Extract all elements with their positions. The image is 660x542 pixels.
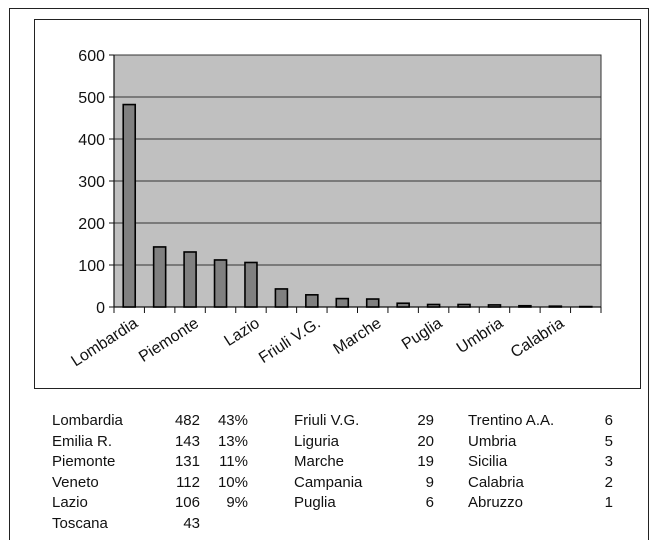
region-count: 112 [152, 473, 200, 494]
bar-chart: 0 100 200 300 400 500 600 LombardiaPiemonte Lazi… [0, 0, 660, 400]
y-tick-label: 200 [78, 216, 105, 233]
region-name: Lazio [52, 493, 88, 514]
x-tick-label: Calabria [508, 315, 567, 362]
region-count: 9 [426, 473, 434, 494]
y-tick-label: 600 [78, 48, 105, 65]
region-name: Abruzzo [468, 493, 523, 514]
x-tick-label: Umbria [454, 315, 507, 357]
y-tick-label: 500 [78, 90, 105, 107]
x-tick-label: Marche [331, 315, 385, 358]
region-count: 20 [417, 432, 434, 453]
region-name: Umbria [468, 432, 516, 453]
bar [367, 299, 379, 307]
y-tick-label: 300 [78, 174, 105, 191]
table-column-2: Friuli V.G.29Liguria20Marche19Campania9P… [294, 411, 434, 514]
region-count: 143 [152, 432, 200, 453]
region-name: Emilia R. [52, 432, 112, 453]
region-percent: 10% [204, 473, 248, 494]
region-count: 43 [152, 514, 200, 535]
region-count: 131 [152, 452, 200, 473]
bar [154, 247, 166, 307]
region-name: Puglia [294, 493, 336, 514]
table-row: Sicilia 3 [468, 452, 613, 473]
x-tick-label: Piemonte [136, 315, 202, 366]
table-row: Marche 19 [294, 452, 434, 473]
table-row: Piemonte 13111% [52, 452, 252, 473]
bar [123, 105, 135, 307]
x-tick-label: Lombardia [68, 315, 141, 370]
table-row: Abruzzo 1 [468, 493, 613, 514]
x-tick-label: Lazio [221, 315, 262, 350]
table-row: Lazio 1069% [52, 493, 252, 514]
region-count: 6 [426, 493, 434, 514]
table-row: Emilia R. 14313% [52, 432, 252, 453]
region-count: 2 [605, 473, 613, 494]
region-name: Friuli V.G. [294, 411, 359, 432]
region-percent: 43% [204, 411, 248, 432]
region-count: 106 [152, 493, 200, 514]
table-row: Calabria 2 [468, 473, 613, 494]
table-row: Toscana 43 [52, 514, 252, 535]
bar [245, 262, 257, 307]
bar [488, 305, 500, 307]
bar [184, 252, 196, 307]
region-name: Liguria [294, 432, 339, 453]
region-count: 5 [605, 432, 613, 453]
region-name: Marche [294, 452, 344, 473]
bar [519, 306, 531, 307]
table-row: Campania 9 [294, 473, 434, 494]
region-percent: 13% [204, 432, 248, 453]
region-count: 3 [605, 452, 613, 473]
region-name: Calabria [468, 473, 524, 494]
table-column-3: Trentino A.A.6Umbria5Sicilia3Calabria2Ab… [468, 411, 613, 514]
bar [275, 289, 287, 307]
region-count: 19 [417, 452, 434, 473]
bar [549, 306, 561, 307]
bar [458, 304, 470, 307]
region-name: Toscana [52, 514, 108, 535]
region-name: Veneto [52, 473, 99, 494]
y-tick-label: 0 [96, 300, 105, 317]
x-tick-label: Friuli V.G. [256, 315, 324, 367]
x-tick-label: Puglia [399, 315, 446, 354]
region-count: 6 [605, 411, 613, 432]
region-count: 29 [417, 411, 434, 432]
table-row: Liguria 20 [294, 432, 434, 453]
bar [336, 299, 348, 307]
bar [306, 295, 318, 307]
table-row: Lombardia 48243% [52, 411, 252, 432]
table-column-1: Lombardia 48243% Emilia R. 14313% Piemonte 13… [52, 411, 252, 534]
region-count: 482 [152, 411, 200, 432]
region-percent: 9% [204, 493, 248, 514]
bar [397, 303, 409, 307]
y-tick-label: 100 [78, 258, 105, 275]
bar [428, 304, 440, 307]
table-row: Puglia 6 [294, 493, 434, 514]
region-name: Campania [294, 473, 362, 494]
region-name: Sicilia [468, 452, 507, 473]
table-row: Trentino A.A. 6 [468, 411, 613, 432]
table-row: Veneto 11210% [52, 473, 252, 494]
bar [215, 260, 227, 307]
table-row: Umbria 5 [468, 432, 613, 453]
region-name: Lombardia [52, 411, 123, 432]
table-row: Friuli V.G. 29 [294, 411, 434, 432]
region-percent: 11% [204, 452, 248, 473]
region-name: Piemonte [52, 452, 115, 473]
y-tick-label: 400 [78, 132, 105, 149]
region-name: Trentino A.A. [468, 411, 554, 432]
region-count: 1 [605, 493, 613, 514]
